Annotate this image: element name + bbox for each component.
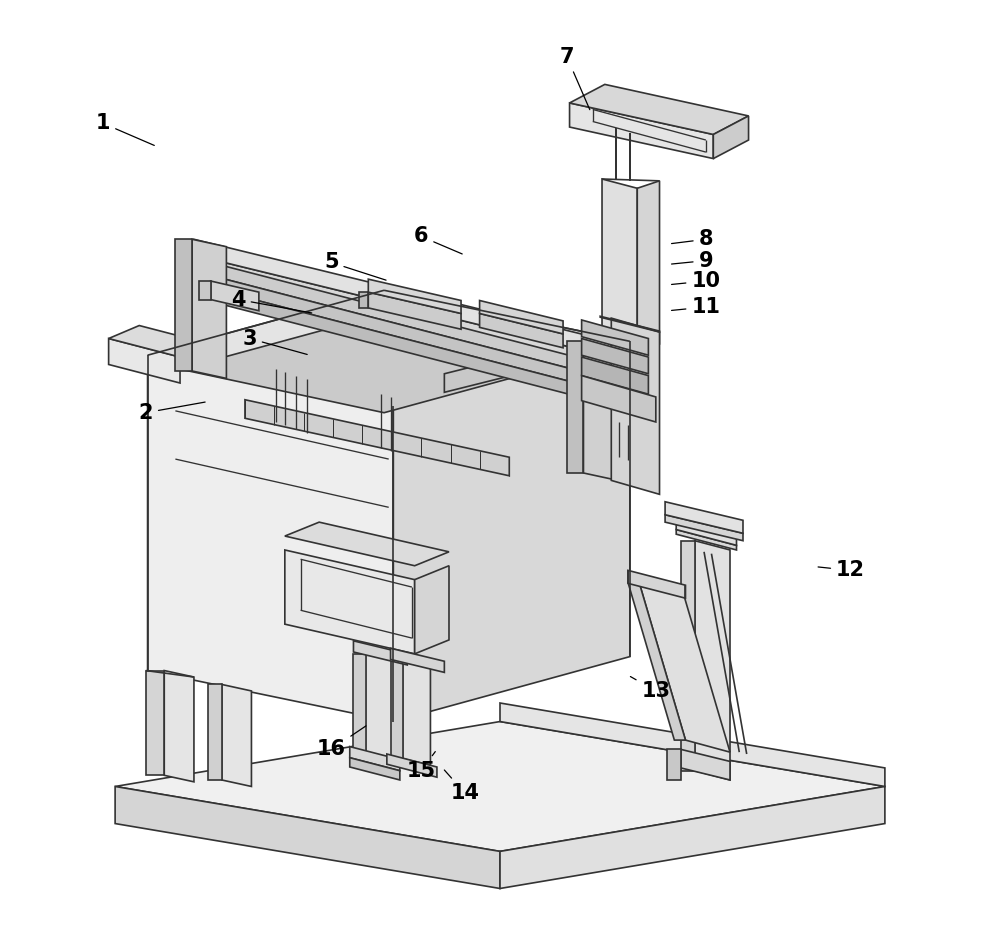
Polygon shape [208,685,222,780]
Text: 2: 2 [138,402,205,423]
Polygon shape [211,281,259,311]
Text: 10: 10 [672,271,720,291]
Polygon shape [480,313,563,348]
Text: 6: 6 [414,227,462,254]
Polygon shape [353,641,407,665]
Polygon shape [366,654,393,759]
Text: 14: 14 [444,770,479,803]
Text: 3: 3 [242,328,307,355]
Polygon shape [582,376,656,422]
Polygon shape [637,181,660,351]
Polygon shape [368,279,461,313]
Text: 8: 8 [672,230,713,249]
Text: 12: 12 [818,561,865,580]
Polygon shape [194,239,611,357]
Polygon shape [245,399,509,476]
Polygon shape [194,255,611,374]
Polygon shape [285,522,449,565]
Polygon shape [285,550,415,654]
Polygon shape [353,654,366,752]
Polygon shape [211,275,597,389]
Polygon shape [148,355,393,721]
Polygon shape [387,754,437,777]
Polygon shape [393,341,630,721]
Text: 15: 15 [407,752,436,781]
Polygon shape [602,179,637,351]
Polygon shape [391,661,403,759]
Polygon shape [567,341,583,473]
Polygon shape [628,582,685,740]
Polygon shape [368,292,461,329]
Polygon shape [582,320,648,355]
Polygon shape [415,565,449,654]
Polygon shape [570,103,713,159]
Text: 5: 5 [324,253,386,280]
Text: 16: 16 [317,726,366,759]
Text: 13: 13 [630,676,670,701]
Polygon shape [713,116,749,159]
Polygon shape [444,329,622,392]
Polygon shape [146,671,164,775]
Polygon shape [600,316,660,332]
Polygon shape [180,310,602,412]
Polygon shape [582,357,648,394]
Polygon shape [109,339,180,383]
Polygon shape [681,749,730,780]
Polygon shape [199,281,211,299]
Polygon shape [403,661,430,765]
Polygon shape [665,502,743,534]
Polygon shape [391,648,444,673]
Polygon shape [667,749,681,780]
Polygon shape [480,300,563,334]
Polygon shape [211,262,597,376]
Polygon shape [211,288,597,401]
Text: 1: 1 [96,113,154,146]
Polygon shape [676,530,736,550]
Polygon shape [350,758,400,780]
Polygon shape [695,541,730,780]
Polygon shape [639,582,730,752]
Polygon shape [583,341,618,480]
Polygon shape [681,541,695,771]
Polygon shape [628,570,685,598]
Polygon shape [665,515,743,541]
Text: 4: 4 [231,289,312,313]
Polygon shape [115,721,885,852]
Polygon shape [222,685,251,787]
Polygon shape [175,239,192,371]
Polygon shape [164,671,194,782]
Polygon shape [611,318,660,494]
Text: 11: 11 [672,297,720,317]
Polygon shape [500,703,885,787]
Polygon shape [500,787,885,888]
Polygon shape [359,292,368,308]
Polygon shape [570,84,749,134]
Polygon shape [148,290,630,406]
Polygon shape [582,339,648,374]
Polygon shape [115,787,500,888]
Polygon shape [676,518,736,545]
Polygon shape [192,239,226,379]
Polygon shape [350,746,400,771]
Text: 9: 9 [672,251,713,271]
Text: 7: 7 [560,47,590,110]
Polygon shape [109,326,211,357]
